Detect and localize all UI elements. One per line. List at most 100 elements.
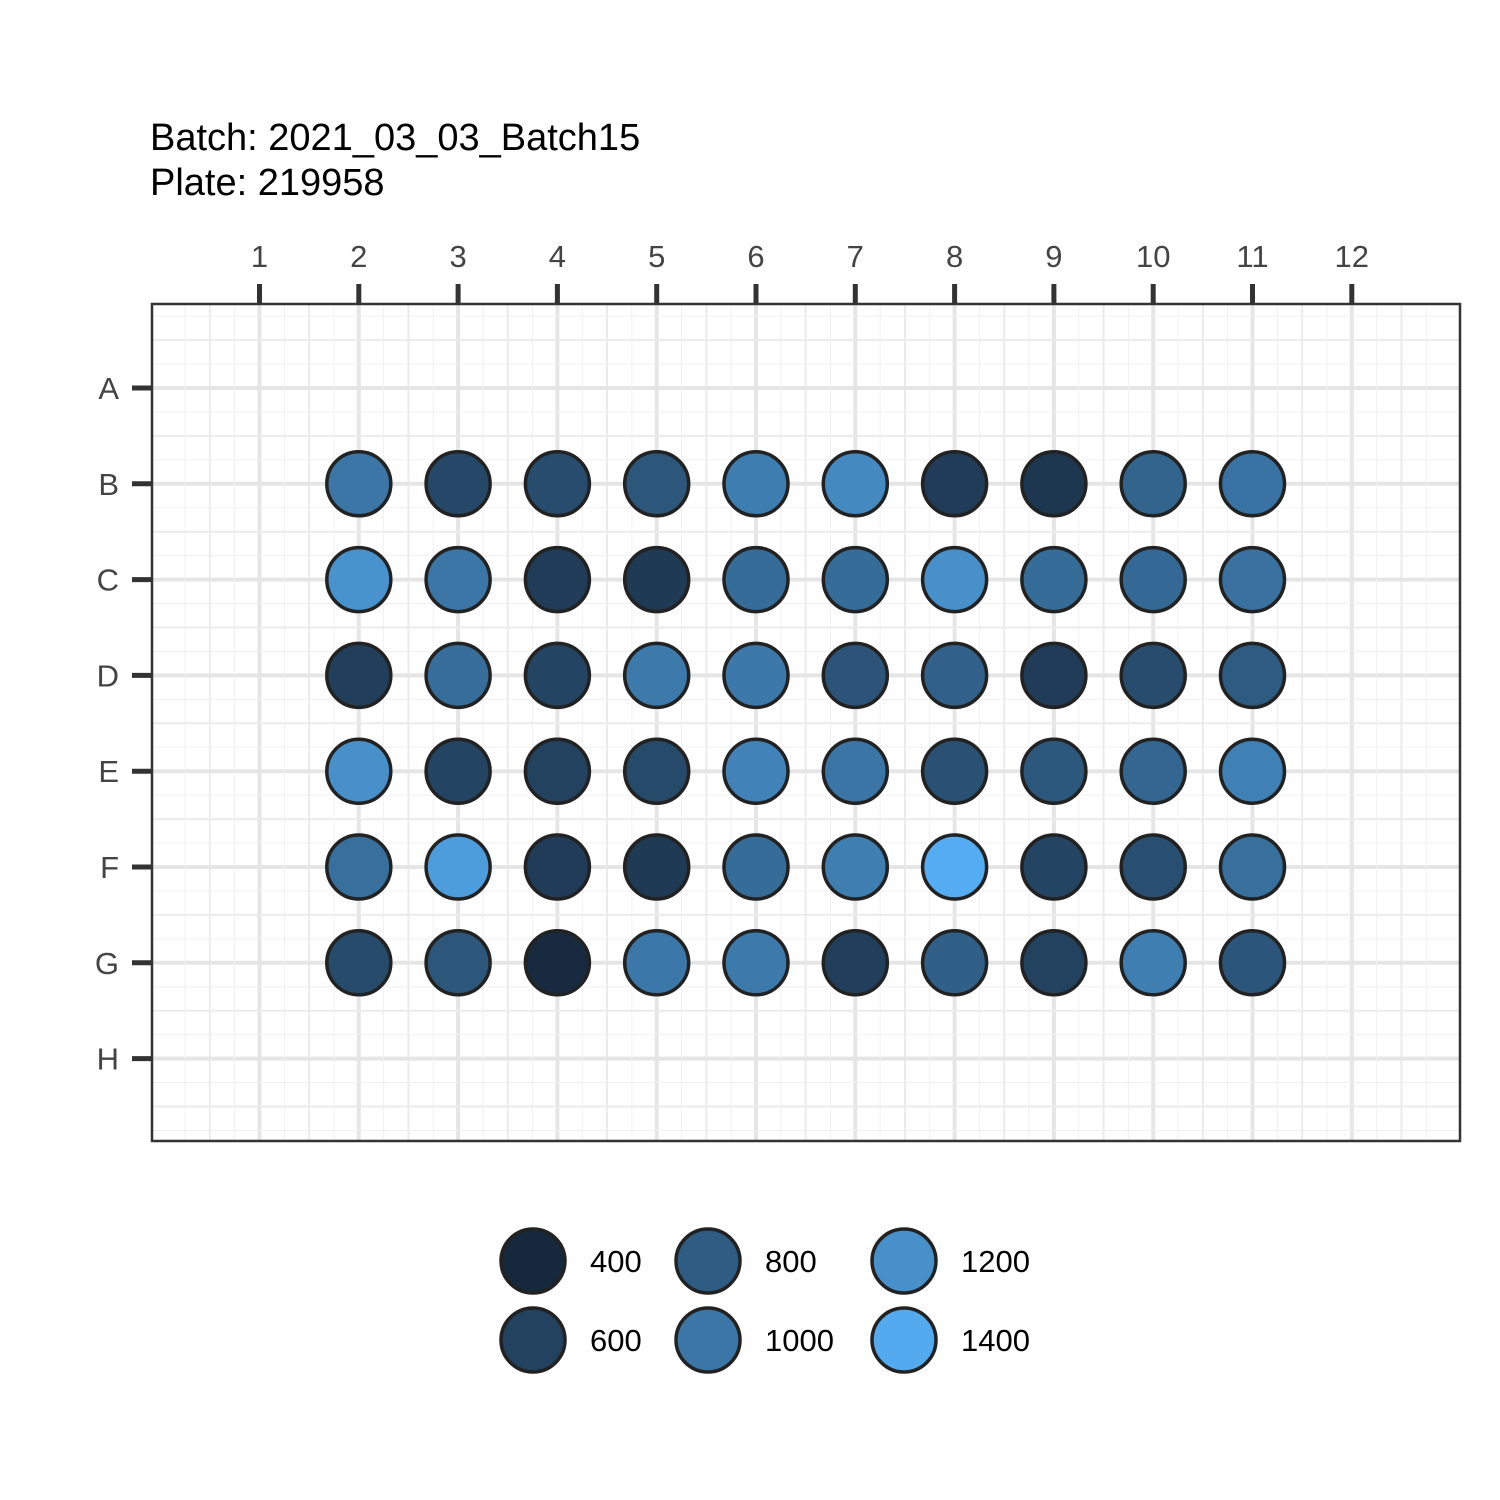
well-C2 <box>325 545 393 614</box>
legend-label-600: 600 <box>590 1323 642 1358</box>
well-D2 <box>325 641 393 710</box>
well-F6 <box>722 833 790 901</box>
x-tick-label: 10 <box>1136 239 1170 274</box>
well-D3 <box>424 641 492 710</box>
x-tick-label: 12 <box>1335 239 1369 274</box>
well-B4 <box>523 450 592 518</box>
well-F9 <box>1020 833 1088 901</box>
y-tick-label: E <box>98 754 119 789</box>
well-B7 <box>821 450 890 518</box>
legend-key-600 <box>499 1306 567 1374</box>
well-E9 <box>1020 737 1088 805</box>
well-C11 <box>1218 545 1287 614</box>
well-E6 <box>722 737 790 805</box>
y-tick-label: H <box>97 1042 119 1077</box>
well-C3 <box>424 545 492 614</box>
well-G3 <box>424 929 492 997</box>
well-F10 <box>1119 833 1187 901</box>
well-E7 <box>821 737 890 805</box>
well-D5 <box>622 641 691 710</box>
x-tick-label: 4 <box>549 239 566 274</box>
y-tick-label: F <box>100 850 119 885</box>
well-E11 <box>1218 737 1287 805</box>
chart-title-plate: Plate: 219958 <box>150 162 385 204</box>
well-G10 <box>1119 929 1187 997</box>
legend-label-1400: 1400 <box>961 1323 1030 1358</box>
grid-lines <box>152 304 1460 1141</box>
legend-key-1200 <box>870 1227 938 1295</box>
y-tick-label: C <box>97 563 119 598</box>
well-C4 <box>523 545 592 614</box>
well-G7 <box>821 929 890 997</box>
well-C7 <box>821 545 890 614</box>
x-tick-label: 5 <box>648 239 665 274</box>
well-E5 <box>622 737 691 805</box>
well-G6 <box>722 929 790 997</box>
well-E10 <box>1119 737 1187 805</box>
well-B6 <box>722 450 790 518</box>
well-D7 <box>821 641 890 710</box>
well-F11 <box>1218 833 1287 901</box>
well-D8 <box>920 641 989 710</box>
well-G4 <box>523 929 592 997</box>
x-tick-label: 11 <box>1236 239 1268 274</box>
x-tick-label: 7 <box>847 239 864 274</box>
legend-key-400 <box>499 1227 567 1295</box>
well-G11 <box>1218 929 1287 997</box>
well-E2 <box>325 737 393 805</box>
well-G8 <box>920 929 989 997</box>
y-tick-label: D <box>97 658 119 693</box>
well-D6 <box>722 641 790 710</box>
wells <box>325 450 1287 997</box>
legend-label-1200: 1200 <box>961 1244 1030 1279</box>
well-D4 <box>523 641 592 710</box>
legend-key-800 <box>674 1227 742 1295</box>
well-G9 <box>1020 929 1088 997</box>
legend-label-800: 800 <box>765 1244 817 1279</box>
well-D11 <box>1218 641 1287 710</box>
well-F8 <box>920 833 989 901</box>
legend-key-1400 <box>870 1306 938 1374</box>
well-F5 <box>622 833 691 901</box>
well-D10 <box>1119 641 1187 710</box>
x-tick-label: 8 <box>946 239 963 274</box>
well-B5 <box>622 450 691 518</box>
x-tick-label: 6 <box>747 239 764 274</box>
x-tick-label: 3 <box>449 239 466 274</box>
well-G2 <box>325 929 393 997</box>
chart-title-batch: Batch: 2021_03_03_Batch15 <box>150 117 640 159</box>
well-E4 <box>523 737 592 805</box>
well-E8 <box>920 737 989 805</box>
x-tick-label: 1 <box>251 239 268 274</box>
well-D9 <box>1020 641 1088 710</box>
x-tick-label: 2 <box>350 239 367 274</box>
well-G5 <box>622 929 691 997</box>
well-F2 <box>325 833 393 901</box>
y-tick-label: G <box>95 946 119 981</box>
well-C6 <box>722 545 790 614</box>
well-C8 <box>920 545 989 614</box>
legend-label-1000: 1000 <box>765 1323 834 1358</box>
y-tick-label: A <box>98 371 119 406</box>
well-B10 <box>1119 450 1187 518</box>
well-C10 <box>1119 545 1187 614</box>
well-F4 <box>523 833 592 901</box>
well-B11 <box>1218 450 1287 518</box>
panel-border <box>150 302 1462 1143</box>
x-tick-label: 9 <box>1045 239 1062 274</box>
well-B8 <box>920 450 989 518</box>
well-B2 <box>325 450 393 518</box>
legend-key-1000 <box>674 1306 742 1374</box>
well-C5 <box>622 545 691 614</box>
well-F7 <box>821 833 890 901</box>
legend-label-400: 400 <box>590 1244 642 1279</box>
legend: 400 600 800 1000 1200 1400 <box>499 1227 1030 1374</box>
y-tick-label: B <box>98 467 119 502</box>
well-C9 <box>1020 545 1088 614</box>
well-B9 <box>1020 450 1088 518</box>
well-E3 <box>424 737 492 805</box>
well-F3 <box>424 833 492 901</box>
well-B3 <box>424 450 492 518</box>
